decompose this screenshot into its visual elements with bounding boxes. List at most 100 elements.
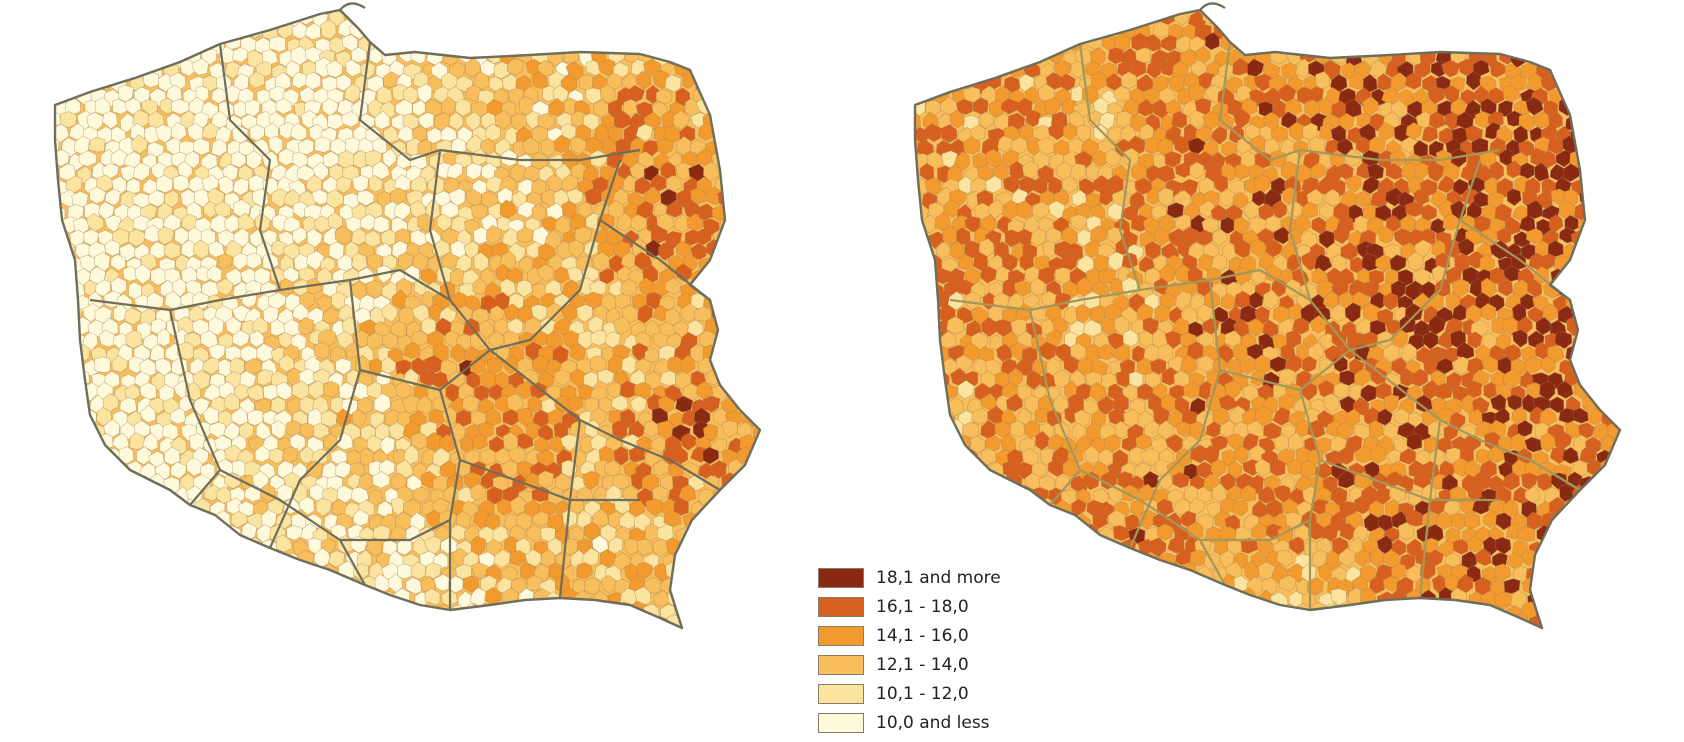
municipality-cell (309, 483, 326, 502)
municipality-cell (403, 342, 423, 359)
region-border (459, 458, 640, 502)
municipality-cell (1227, 461, 1243, 478)
municipality-cell (1174, 213, 1191, 231)
municipality-cell (1540, 355, 1556, 374)
municipality-cell (306, 228, 323, 248)
country-outline (913, 8, 1622, 630)
municipality-cell (485, 224, 503, 245)
municipality-cell (410, 330, 429, 346)
municipality-cell (566, 266, 584, 283)
municipality-cell (1278, 574, 1297, 592)
municipality-cell (270, 239, 288, 257)
municipality-cell (1355, 549, 1371, 567)
municipality-cell (424, 562, 442, 579)
municipality-cell (1462, 266, 1479, 285)
municipality-cell (133, 162, 151, 182)
municipality-cell (398, 306, 416, 325)
municipality-cell (1295, 164, 1313, 183)
municipality-cell (88, 186, 107, 204)
municipality-cell (278, 354, 295, 373)
municipality-cell (634, 251, 652, 271)
municipality-cell (949, 109, 966, 129)
municipality-cell (1503, 578, 1521, 595)
region-border (1349, 349, 1581, 491)
municipality-cell (636, 561, 654, 580)
municipality-cell (298, 496, 315, 516)
municipality-cell (607, 200, 625, 219)
municipality-cell (351, 228, 367, 246)
municipality-cell (131, 134, 149, 155)
municipality-cell (584, 577, 601, 596)
municipality-cell (1054, 292, 1072, 311)
municipality-cell (1542, 303, 1559, 322)
municipality-cell (1536, 473, 1553, 492)
municipality-cell (680, 303, 697, 323)
municipality-cell (517, 432, 534, 450)
region-border (1128, 279, 1222, 549)
municipality-cell (1257, 486, 1276, 504)
municipality-cell (1034, 407, 1052, 424)
municipality-cell (553, 369, 571, 387)
municipality-cell (298, 317, 314, 336)
legend-label: 12,1 - 14,0 (876, 654, 969, 675)
municipality-cell (368, 175, 384, 193)
municipality-cell (985, 148, 1002, 168)
municipality-cell (499, 199, 517, 219)
municipality-cell (299, 422, 315, 439)
municipality-cell (656, 138, 675, 155)
municipality-cell (1009, 420, 1025, 438)
municipality-cell (600, 84, 616, 104)
municipality-cell (283, 216, 301, 233)
municipality-cell (78, 150, 98, 167)
municipality-cell (132, 215, 151, 232)
municipality-cell (1550, 268, 1568, 288)
municipality-cell (275, 534, 293, 553)
municipality-cell (1579, 475, 1597, 494)
legend-label: 10,1 - 12,0 (876, 683, 969, 704)
municipality-cell (1344, 175, 1362, 193)
region-border (949, 288, 1141, 312)
municipality-cell (1144, 137, 1161, 155)
municipality-cell (1129, 59, 1147, 78)
municipality-cell (418, 36, 437, 54)
municipality-cell (1494, 591, 1513, 610)
municipality-cell (416, 395, 433, 414)
municipality-cell (1025, 109, 1041, 128)
municipality-cell (1556, 380, 1574, 399)
municipality-cell (526, 574, 543, 592)
municipality-cell (374, 110, 391, 130)
municipality-cell (494, 110, 511, 130)
municipality-cell (206, 264, 223, 283)
municipality-cell (623, 98, 640, 116)
municipality-cell (366, 332, 384, 351)
municipality-cell (1421, 125, 1439, 143)
municipality-cell (663, 510, 682, 527)
municipality-cell (275, 97, 293, 115)
municipality-cell (1016, 200, 1034, 220)
municipality-cell (612, 473, 631, 490)
region-border (1028, 309, 1082, 506)
municipality-cell (1212, 408, 1230, 425)
legend-swatch (818, 712, 864, 733)
municipality-cell (962, 136, 981, 155)
municipality-cell (1562, 446, 1580, 465)
municipality-cell (657, 420, 675, 440)
municipality-cell (276, 381, 293, 401)
municipality-cell (448, 111, 464, 131)
municipality-cell (994, 266, 1011, 283)
municipality-cell (1344, 302, 1361, 323)
municipality-cell (1287, 431, 1304, 452)
choropleth-map-right (913, 2, 1622, 630)
municipality-cell (1156, 137, 1173, 156)
municipality-cell (207, 240, 225, 258)
municipality-cell (1263, 289, 1279, 310)
municipality-cell (1016, 97, 1033, 117)
municipality-cell (606, 72, 622, 90)
legend-item: 18,1 and more (818, 563, 1058, 592)
municipality-cell (1144, 241, 1161, 260)
municipality-cell (1160, 35, 1179, 52)
municipality-cell (583, 522, 601, 541)
municipality-cell (1202, 445, 1220, 465)
municipality-cell (1383, 549, 1401, 568)
municipality-cell (568, 239, 584, 258)
